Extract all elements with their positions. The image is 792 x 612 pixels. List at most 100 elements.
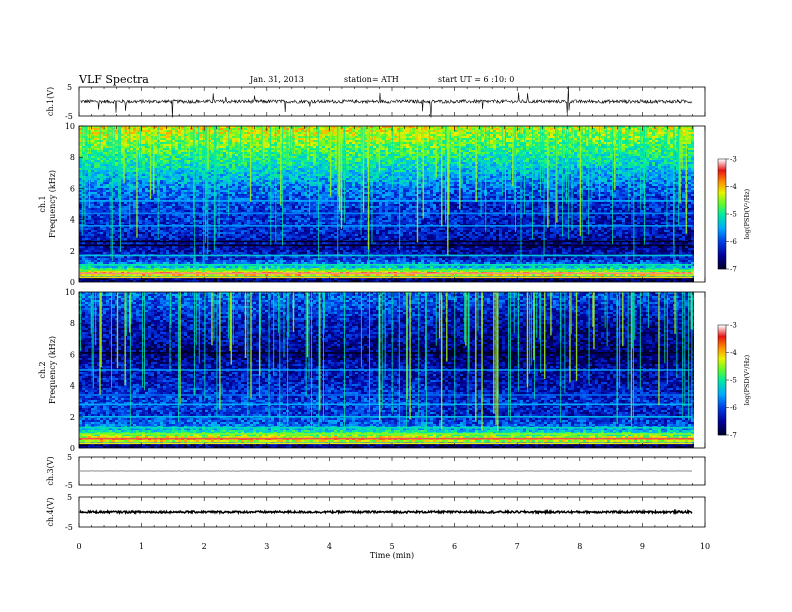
spectrogram-cell bbox=[328, 168, 331, 170]
spectrogram-cell bbox=[550, 132, 553, 134]
spectrogram-cell bbox=[652, 128, 655, 130]
spectrogram-cell bbox=[151, 170, 154, 172]
spectrogram-cell bbox=[631, 152, 634, 154]
spectrogram-cell bbox=[499, 162, 502, 164]
spectrogram-cell bbox=[412, 168, 415, 170]
spectrogram-cell bbox=[268, 156, 271, 158]
spectrogram-cell bbox=[409, 128, 412, 130]
spectrogram-cell bbox=[676, 162, 679, 164]
spectrogram-cell bbox=[496, 146, 499, 148]
spectrogram-cell bbox=[445, 156, 448, 158]
spectrogram-cell bbox=[580, 142, 583, 144]
spectrogram-cell bbox=[529, 168, 532, 170]
spectrogram-cell bbox=[502, 156, 505, 158]
spectrogram-cell bbox=[250, 166, 253, 168]
spectrogram-cell bbox=[169, 138, 172, 140]
spectrogram-cell bbox=[181, 156, 184, 158]
spectrogram-cell bbox=[238, 158, 241, 160]
spectrogram-cell bbox=[358, 150, 361, 152]
spectrogram-cell bbox=[436, 136, 439, 138]
spectrogram-cell bbox=[163, 170, 166, 172]
spectrogram-cell bbox=[97, 164, 100, 166]
spectrogram-cell bbox=[610, 154, 613, 156]
spectrogram-cell bbox=[406, 142, 409, 144]
spectrogram-cell bbox=[223, 138, 226, 140]
spectrogram-cell bbox=[172, 136, 175, 138]
spectrogram-cell bbox=[310, 156, 313, 158]
spectrogram-cell bbox=[235, 142, 238, 144]
spectrogram-cell bbox=[559, 170, 562, 172]
spectrogram-cell bbox=[628, 168, 631, 170]
spectrogram-cell bbox=[301, 136, 304, 138]
spectrogram-cell bbox=[319, 160, 322, 162]
spectrogram-cell bbox=[532, 142, 535, 144]
spectrogram-cell bbox=[226, 158, 229, 160]
spectrogram-cell bbox=[454, 164, 457, 166]
spectrogram-cell bbox=[451, 148, 454, 150]
spectrogram-cell bbox=[229, 134, 232, 136]
spectrogram-cell bbox=[217, 136, 220, 138]
spectrogram-cell bbox=[316, 144, 319, 146]
spectrogram-cell bbox=[649, 164, 652, 166]
spectrogram-cell bbox=[400, 144, 403, 146]
spectrogram-cell bbox=[466, 142, 469, 144]
spectrogram-cell bbox=[220, 128, 223, 130]
spectrogram-cell bbox=[691, 134, 694, 136]
spectrogram-cell bbox=[127, 142, 130, 144]
spectrogram-cell bbox=[607, 142, 610, 144]
spectrogram-cell bbox=[640, 134, 643, 136]
spectrogram-cell bbox=[310, 172, 313, 174]
spectrogram-cell bbox=[490, 164, 493, 166]
spectrogram-cell bbox=[502, 128, 505, 130]
spectrogram-cell bbox=[403, 162, 406, 164]
spectrogram-cell bbox=[319, 132, 322, 134]
spectrogram-cell bbox=[82, 126, 85, 128]
spectrogram-cell bbox=[361, 172, 364, 174]
spectrogram-cell bbox=[295, 130, 298, 132]
spectrogram-cell bbox=[169, 140, 172, 142]
spectrogram-cell bbox=[631, 126, 634, 128]
spectrogram-cell bbox=[415, 170, 418, 172]
spectrogram-cell bbox=[196, 166, 199, 168]
spectrogram-cell bbox=[226, 170, 229, 172]
spectrogram-cell bbox=[466, 148, 469, 150]
spectrogram-cell bbox=[376, 154, 379, 156]
spectrogram-cell bbox=[235, 136, 238, 138]
spectrogram-cell bbox=[364, 138, 367, 140]
spectrogram-cell bbox=[154, 150, 157, 152]
spectrogram-cell bbox=[487, 150, 490, 152]
spectrogram-cell bbox=[445, 142, 448, 144]
spectrogram-cell bbox=[508, 134, 511, 136]
spectrogram-cell bbox=[160, 132, 163, 134]
spectrogram-cell bbox=[586, 146, 589, 148]
spectrogram-cell bbox=[661, 166, 664, 168]
spectrogram-cell bbox=[199, 130, 202, 132]
spectrogram-cell bbox=[232, 128, 235, 130]
spectrogram-cell bbox=[637, 160, 640, 162]
spectrogram-cell bbox=[346, 146, 349, 148]
spectrogram-cell bbox=[631, 170, 634, 172]
spectrogram-cell bbox=[160, 150, 163, 152]
spectrogram-cell bbox=[256, 128, 259, 130]
spectrogram-cell bbox=[172, 158, 175, 160]
spectrogram-cell bbox=[109, 132, 112, 134]
spectrogram-cell bbox=[253, 172, 256, 174]
spectrogram-cell bbox=[427, 126, 430, 128]
spectrogram-cell bbox=[586, 128, 589, 130]
spectrogram-cell bbox=[310, 128, 313, 130]
spectrogram-cell bbox=[409, 156, 412, 158]
spectrogram-cell bbox=[100, 166, 103, 168]
spectrogram-cell bbox=[529, 128, 532, 130]
spectrogram-cell bbox=[490, 160, 493, 162]
spectrogram-cell bbox=[355, 160, 358, 162]
spectrogram-cell bbox=[259, 166, 262, 168]
spectrogram-cell bbox=[439, 168, 442, 170]
spectrogram-cell bbox=[301, 154, 304, 156]
spectrogram-cell bbox=[559, 144, 562, 146]
spectrogram-cell bbox=[373, 126, 376, 128]
spectrogram-cell bbox=[256, 170, 259, 172]
spectrogram-cell bbox=[418, 152, 421, 154]
spectrogram-cell bbox=[163, 154, 166, 156]
spectrogram-cell bbox=[271, 166, 274, 168]
spectrogram-cell bbox=[373, 136, 376, 138]
